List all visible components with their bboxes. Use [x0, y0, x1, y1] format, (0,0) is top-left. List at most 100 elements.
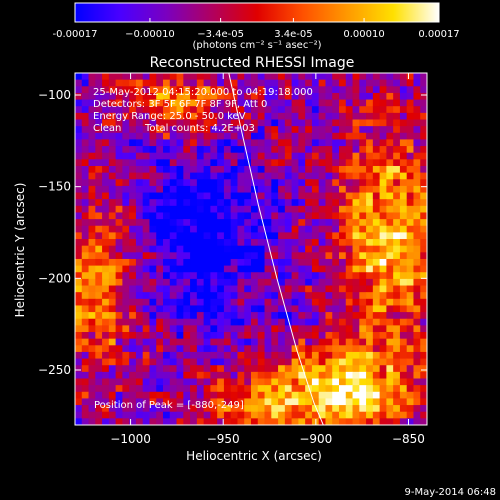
heatmap-cell — [115, 371, 123, 379]
heatmap-cell — [230, 305, 238, 313]
heatmap-cell — [95, 159, 103, 167]
heatmap-cell — [393, 139, 401, 147]
heatmap-cell — [352, 371, 360, 379]
heatmap-cell — [271, 358, 279, 366]
heatmap-cell — [244, 232, 252, 240]
heatmap-cell — [108, 179, 117, 187]
heatmap-cell — [305, 305, 313, 313]
heatmap-cell — [183, 325, 191, 333]
heatmap-cell — [115, 385, 123, 393]
heatmap-cell — [115, 146, 123, 154]
heatmap-cell — [95, 325, 103, 333]
heatmap-cell — [135, 92, 144, 100]
heatmap-cell — [230, 378, 238, 386]
heatmap-cell — [122, 239, 130, 247]
heatmap-cell — [406, 298, 414, 306]
heatmap-cell — [284, 252, 293, 260]
heatmap-cell — [366, 106, 374, 114]
heatmap-cell — [244, 119, 252, 127]
heatmap-cell — [163, 92, 171, 100]
heatmap-cell — [278, 305, 286, 313]
heatmap-cell — [332, 371, 340, 379]
heatmap-cell — [345, 371, 353, 379]
heatmap-cell — [102, 398, 110, 406]
heatmap-cell — [88, 405, 96, 413]
heatmap-cell — [305, 371, 313, 379]
heatmap-cell — [244, 325, 252, 333]
heatmap-cell — [359, 245, 367, 253]
heatmap-cell — [291, 418, 299, 425]
heatmap-cell — [223, 418, 232, 425]
heatmap-cell — [325, 365, 333, 373]
heatmap-cell — [95, 199, 103, 207]
heatmap-cell — [372, 132, 381, 140]
heatmap-cell — [176, 119, 184, 127]
heatmap-cell — [413, 73, 421, 81]
heatmap-cell — [122, 119, 130, 127]
heatmap-cell — [203, 112, 211, 120]
heatmap-cell — [393, 258, 401, 267]
heatmap-cell — [291, 119, 299, 127]
heatmap-cell — [278, 92, 286, 100]
heatmap-cell — [75, 112, 83, 120]
heatmap-cell — [217, 411, 225, 419]
heatmap-cell — [271, 199, 279, 207]
heatmap-cell — [122, 185, 130, 193]
heatmap-cell — [311, 232, 320, 240]
heatmap-cell — [75, 365, 83, 373]
heatmap-cell — [95, 205, 103, 213]
heatmap-cell — [183, 338, 191, 346]
heatmap-cell — [183, 345, 191, 353]
heatmap-cell — [142, 192, 150, 200]
heatmap-cell — [149, 126, 157, 134]
heatmap-cell — [366, 272, 374, 280]
heatmap-cell — [122, 365, 130, 373]
heatmap-cell — [81, 345, 89, 353]
heatmap-cell — [156, 272, 164, 280]
heatmap-cell — [413, 278, 421, 286]
heatmap-cell — [149, 365, 157, 373]
heatmap-cell — [230, 219, 238, 227]
heatmap-cell — [223, 225, 232, 233]
heatmap-cell — [230, 232, 238, 240]
heatmap-cell — [298, 391, 306, 399]
heatmap-cell — [339, 132, 347, 140]
heatmap-cell — [237, 106, 245, 114]
heatmap-cell — [237, 73, 245, 81]
heatmap-cell — [196, 398, 205, 406]
heatmap-cell — [75, 411, 83, 419]
heatmap-cell — [129, 119, 137, 127]
heatmap-cell — [163, 351, 171, 359]
heatmap-cell — [284, 272, 293, 280]
heatmap-cell — [142, 219, 150, 227]
heatmap-cell — [156, 378, 164, 386]
heatmap-cell — [379, 378, 387, 386]
heatmap-cell — [169, 358, 177, 366]
heatmap-cell — [278, 152, 286, 160]
heatmap-cell — [345, 298, 353, 306]
heatmap-cell — [190, 378, 198, 386]
heatmap-cell — [88, 225, 96, 233]
heatmap-cell — [163, 212, 171, 220]
heatmap-cell — [176, 398, 184, 406]
heatmap-cell — [264, 185, 272, 193]
heatmap-cell — [359, 132, 367, 140]
heatmap-cell — [244, 312, 252, 320]
heatmap-cell — [244, 345, 252, 353]
heatmap-cell — [393, 278, 401, 286]
heatmap-cell — [393, 92, 401, 100]
heatmap-cell — [393, 165, 401, 174]
heatmap-cell — [345, 292, 353, 300]
heatmap-cell — [223, 139, 232, 147]
heatmap-cell — [325, 205, 333, 213]
heatmap-cell — [156, 73, 164, 81]
heatmap-cell — [95, 152, 103, 160]
heatmap-cell — [176, 73, 184, 81]
heatmap-cell — [244, 252, 252, 260]
heatmap-cell — [203, 172, 211, 180]
heatmap-cell — [359, 338, 367, 346]
heatmap-cell — [217, 385, 225, 393]
heatmap-cell — [352, 305, 360, 313]
heatmap-cell — [345, 79, 353, 87]
heatmap-cell — [352, 325, 360, 333]
